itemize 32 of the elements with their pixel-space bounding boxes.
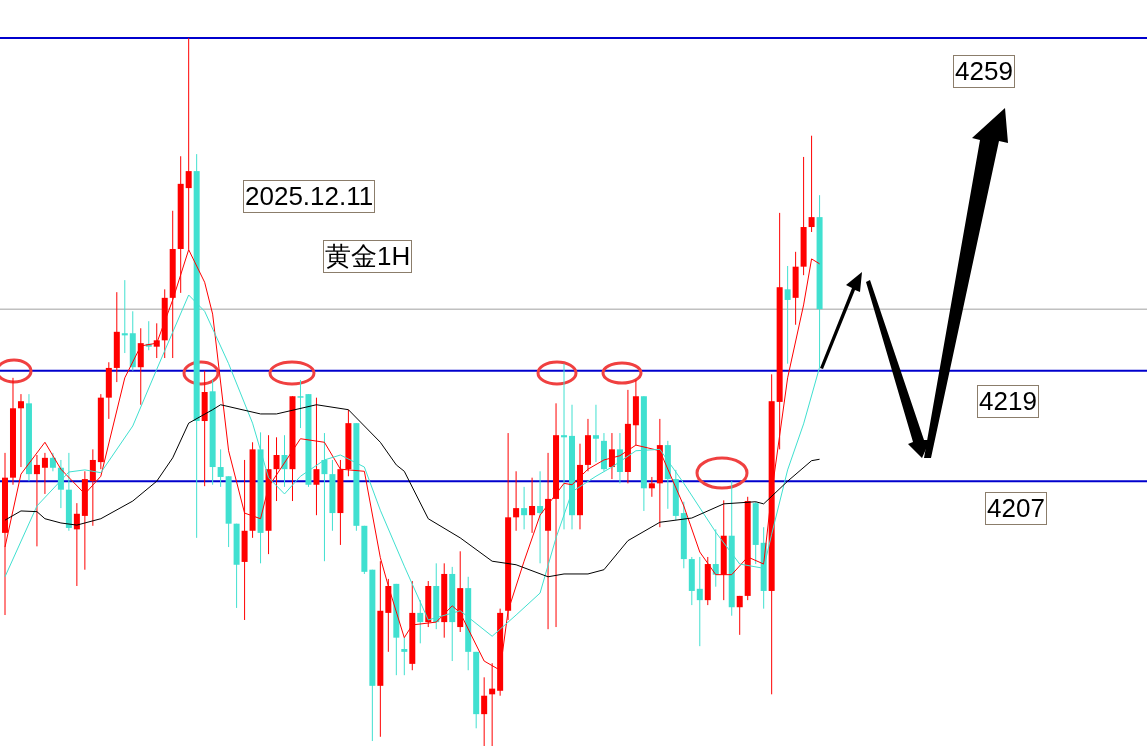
candlestick — [313, 397, 320, 516]
candlestick — [736, 595, 743, 636]
candlestick — [537, 470, 544, 564]
candlestick — [696, 556, 703, 647]
annotation: 2025.12.11 — [243, 180, 376, 213]
text: 4259 — [953, 55, 1015, 88]
candlestick — [545, 452, 552, 630]
candlestick — [89, 448, 96, 527]
candlestick — [481, 676, 488, 746]
candlestick — [521, 486, 528, 530]
candlestick — [217, 448, 224, 488]
candlestick — [784, 265, 791, 365]
candlestick — [808, 135, 815, 233]
candlestick — [49, 452, 56, 472]
candlestick — [17, 393, 24, 468]
candlestick — [41, 452, 48, 495]
candlestick — [33, 454, 40, 547]
candlestick — [513, 470, 520, 532]
text: 4207 — [985, 492, 1047, 525]
candlestick — [321, 432, 328, 562]
candlestick — [648, 476, 655, 498]
candlestick — [608, 432, 615, 480]
candlestick — [121, 279, 128, 354]
candlestick — [401, 637, 408, 676]
text: 4219 — [977, 385, 1039, 418]
candlestick — [273, 436, 280, 502]
candlestick — [297, 379, 304, 429]
text: 黄金1H — [323, 240, 413, 273]
candlestick — [153, 322, 160, 359]
candlestick — [529, 477, 536, 534]
candlestick — [561, 363, 568, 530]
candlestick — [592, 404, 599, 463]
